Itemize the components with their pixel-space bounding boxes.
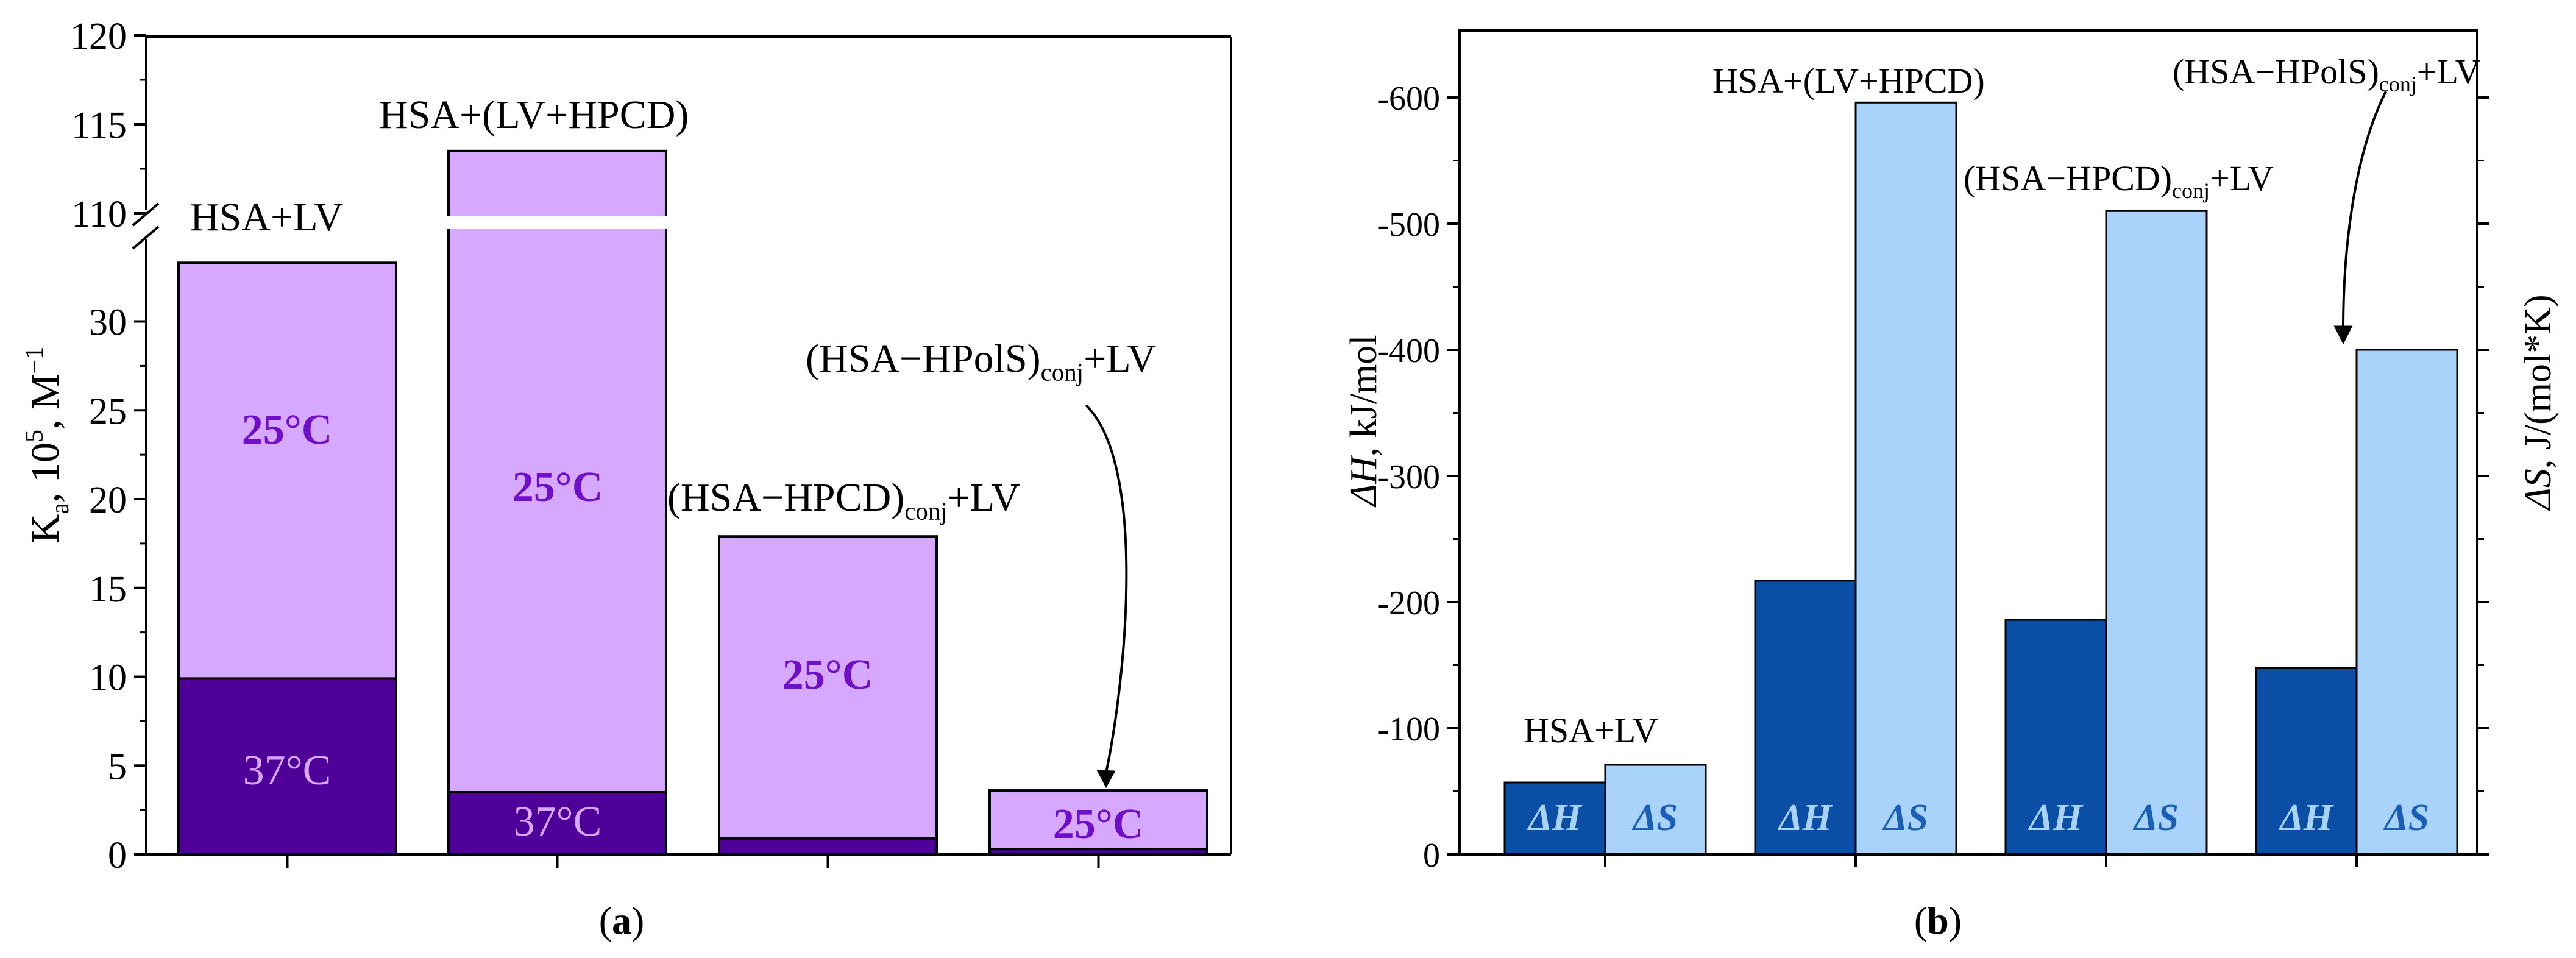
annotation-arrowhead-a <box>1096 770 1116 789</box>
y-tick-label-5: 5 <box>108 746 127 787</box>
category-label-b-2-tail: +LV <box>2210 158 2274 198</box>
y-tick-label-15: 15 <box>89 569 127 610</box>
y-axis-title-right-unit: , J/(mol*K) <box>2517 294 2559 469</box>
bar-label-1-1: 37°C <box>514 798 602 845</box>
plot-frame-b <box>1458 29 2478 856</box>
category-label-b-0: HSA+LV <box>1524 711 1658 750</box>
category-label-b-0-main: HSA+LV <box>1524 711 1658 750</box>
bar-label-1-0: 37°C <box>243 747 332 794</box>
bar-label-ds-0: ΔS <box>1631 797 1678 839</box>
bar-ds-2 <box>2105 210 2208 856</box>
category-label-b-1: HSA+(LV+HPCD) <box>1712 61 1985 101</box>
bar-37c-2 <box>718 837 938 856</box>
category-label-a-3-main: (HSA−HPolS) <box>806 336 1041 381</box>
y-tick-label-10: 10 <box>89 658 127 699</box>
category-label-a-2-tail: +LV <box>948 475 1020 520</box>
y-tick-label-30: 30 <box>89 302 127 344</box>
y-tick-label-0: 0 <box>1423 837 1440 875</box>
panel-a-caption: (a) <box>599 899 645 942</box>
y-axis-title-mid: , 10 <box>23 442 68 503</box>
bar-label-ds-2: ΔS <box>2132 797 2179 839</box>
category-label-b-2-main: (HSA−HPCD) <box>1964 158 2172 198</box>
bar-ds-0 <box>1604 764 1707 856</box>
category-label-a-2-main: (HSA−HPCD) <box>667 475 904 520</box>
category-label-b-3: (HSA−HPolS)conj+LV <box>2173 52 2481 96</box>
y-tick-label-25: 25 <box>89 391 127 432</box>
bar-label-dh-3: ΔH <box>2278 797 2334 839</box>
y-tick-label--500: -500 <box>1377 206 1440 244</box>
bar-label-ds-3: ΔS <box>2383 797 2429 839</box>
annotation-arrow-b <box>2342 91 2387 330</box>
y-tick-label-120: 120 <box>70 16 127 57</box>
bar-ds-1 <box>1854 101 1957 856</box>
bar-label-0-0: 25°C <box>242 406 333 453</box>
panel-a-bars: 25°C 25°C 25°C 25°C 37°C 37°C <box>177 149 1208 856</box>
y-axis-title-unit: , M <box>23 374 68 430</box>
y-tick-label--300: -300 <box>1377 458 1440 496</box>
category-label-a-3: (HSA−HPolS)conj+LV <box>806 336 1156 386</box>
y-axis-title-right: ΔS, J/(mol*K) <box>2517 294 2559 511</box>
bar-label-0-2: 25°C <box>782 651 873 698</box>
y-axis-title-base: K <box>23 514 68 544</box>
bar-dh-0 <box>1503 781 1606 856</box>
panel-a-chart: 25°C 25°C 25°C 25°C 37°C 37°C 0 5 10 15 20 25 30 110… <box>21 16 1232 876</box>
y-axis-title-unit-sup: −1 <box>21 347 49 374</box>
bar-break-gap <box>446 216 669 229</box>
category-label-a-3-sub: conj <box>1041 359 1084 386</box>
category-label-a-1: HSA+(LV+HPCD) <box>379 93 689 137</box>
y-axis-title-left-symbol: ΔH <box>1343 455 1385 508</box>
bar-label-dh-1: ΔH <box>1777 797 1833 839</box>
bar-label-dh-0: ΔH <box>1527 797 1583 839</box>
bar-dh-1 <box>1754 580 1857 856</box>
axis-break-mark-1 <box>132 225 160 250</box>
bar-label-0-1: 25°C <box>513 464 603 511</box>
y-axis-title-sub: a <box>46 503 74 514</box>
y-tick-label--200: -200 <box>1377 584 1440 622</box>
panel-b-caption: (b) <box>1914 899 1962 942</box>
category-label-b-2: (HSA−HPCD)conj+LV <box>1964 158 2274 203</box>
y-tick-label-115: 115 <box>71 105 127 146</box>
bar-25c-1 <box>447 149 667 856</box>
annotation-arrowhead-b <box>2333 325 2353 345</box>
y-tick-label--400: -400 <box>1377 332 1440 370</box>
category-label-a-2-sub: conj <box>904 498 947 525</box>
y-axis-title: Ka, 105, M−1 <box>21 347 74 544</box>
y-tick-label-0: 0 <box>108 835 127 876</box>
y-axis-title-left: ΔH, kJ/mol <box>1343 335 1385 508</box>
bar-label-0-3: 25°C <box>1053 801 1144 848</box>
category-label-a-2: (HSA−HPCD)conj+LV <box>667 475 1020 525</box>
category-label-b-1-main: HSA+(LV+HPCD) <box>1712 61 1985 101</box>
y-axis-title-sup: 5 <box>21 430 49 442</box>
y-tick-label--100: -100 <box>1377 711 1440 748</box>
y-tick-label-20: 20 <box>89 480 127 521</box>
bar-ds-3 <box>2355 349 2458 856</box>
category-label-a-0-main: HSA+LV <box>190 195 343 240</box>
y-axis-title-right-symbol: ΔS <box>2517 469 2559 511</box>
category-label-a-1-main: HSA+(LV+HPCD) <box>379 93 689 137</box>
panel-a-category-labels: HSA+LVHSA+(LV+HPCD)(HSA−HPCD)conj+LV(HSA… <box>190 93 1156 789</box>
y-tick-label-110: 110 <box>71 194 127 235</box>
category-label-a-0: HSA+LV <box>190 195 343 240</box>
y-axis-title-left-unit: , kJ/mol <box>1343 335 1385 457</box>
y-tick-label--600: -600 <box>1377 80 1440 118</box>
bar-label-dh-2: ΔH <box>2028 797 2084 839</box>
panel-b-bars: ΔH ΔH ΔH ΔH ΔS ΔS ΔS ΔS <box>1503 101 2458 856</box>
panel-b-category-labels: HSA+LVHSA+(LV+HPCD)(HSA−HPCD)conj+LV(HSA… <box>1524 52 2481 750</box>
category-label-a-3-tail: +LV <box>1084 336 1156 381</box>
category-label-b-2-sub: conj <box>2172 179 2210 203</box>
annotation-arrow-a <box>1085 404 1128 773</box>
bar-25c-2 <box>718 535 938 856</box>
category-label-b-3-tail: +LV <box>2417 52 2481 91</box>
category-label-b-3-main: (HSA−HPolS) <box>2173 52 2379 91</box>
bar-label-ds-1: ΔS <box>1882 797 1928 839</box>
